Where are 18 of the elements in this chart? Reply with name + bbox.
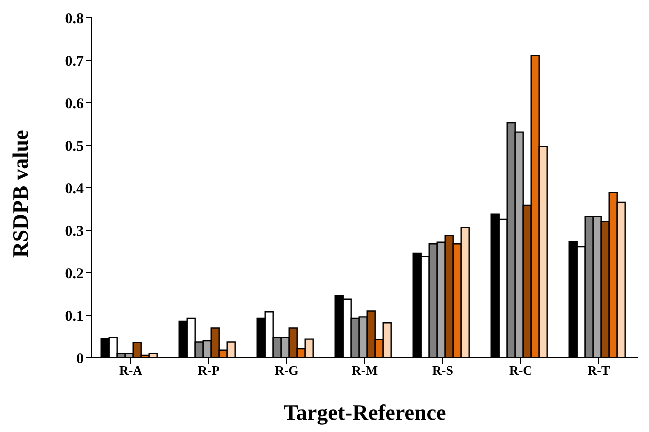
x-axis-title: Target-Reference bbox=[284, 400, 446, 425]
y-tick-label: 0.2 bbox=[65, 266, 84, 282]
y-tick-label: 0 bbox=[76, 351, 84, 368]
y-tick-label: 0.7 bbox=[65, 54, 84, 70]
y-tick-label: 0.8 bbox=[65, 11, 84, 28]
x-tick-label: R-M bbox=[352, 363, 378, 378]
x-tick-label: R-P bbox=[198, 363, 220, 378]
y-tick-label: 0.5 bbox=[65, 138, 84, 155]
y-tick-label: 0.4 bbox=[65, 181, 84, 198]
y-tick-label: 0.6 bbox=[65, 96, 84, 112]
x-tick-label: R-T bbox=[588, 363, 611, 378]
y-axis-title: RSDPB value bbox=[8, 130, 33, 258]
x-tick-label: R-G bbox=[275, 363, 299, 378]
x-tick-label: R-A bbox=[119, 363, 144, 378]
x-tick-label: R-S bbox=[432, 363, 454, 378]
y-tick-label: 0.3 bbox=[65, 224, 84, 240]
x-tick-label: R-C bbox=[509, 363, 533, 378]
y-tick-label: 0.1 bbox=[65, 308, 84, 325]
